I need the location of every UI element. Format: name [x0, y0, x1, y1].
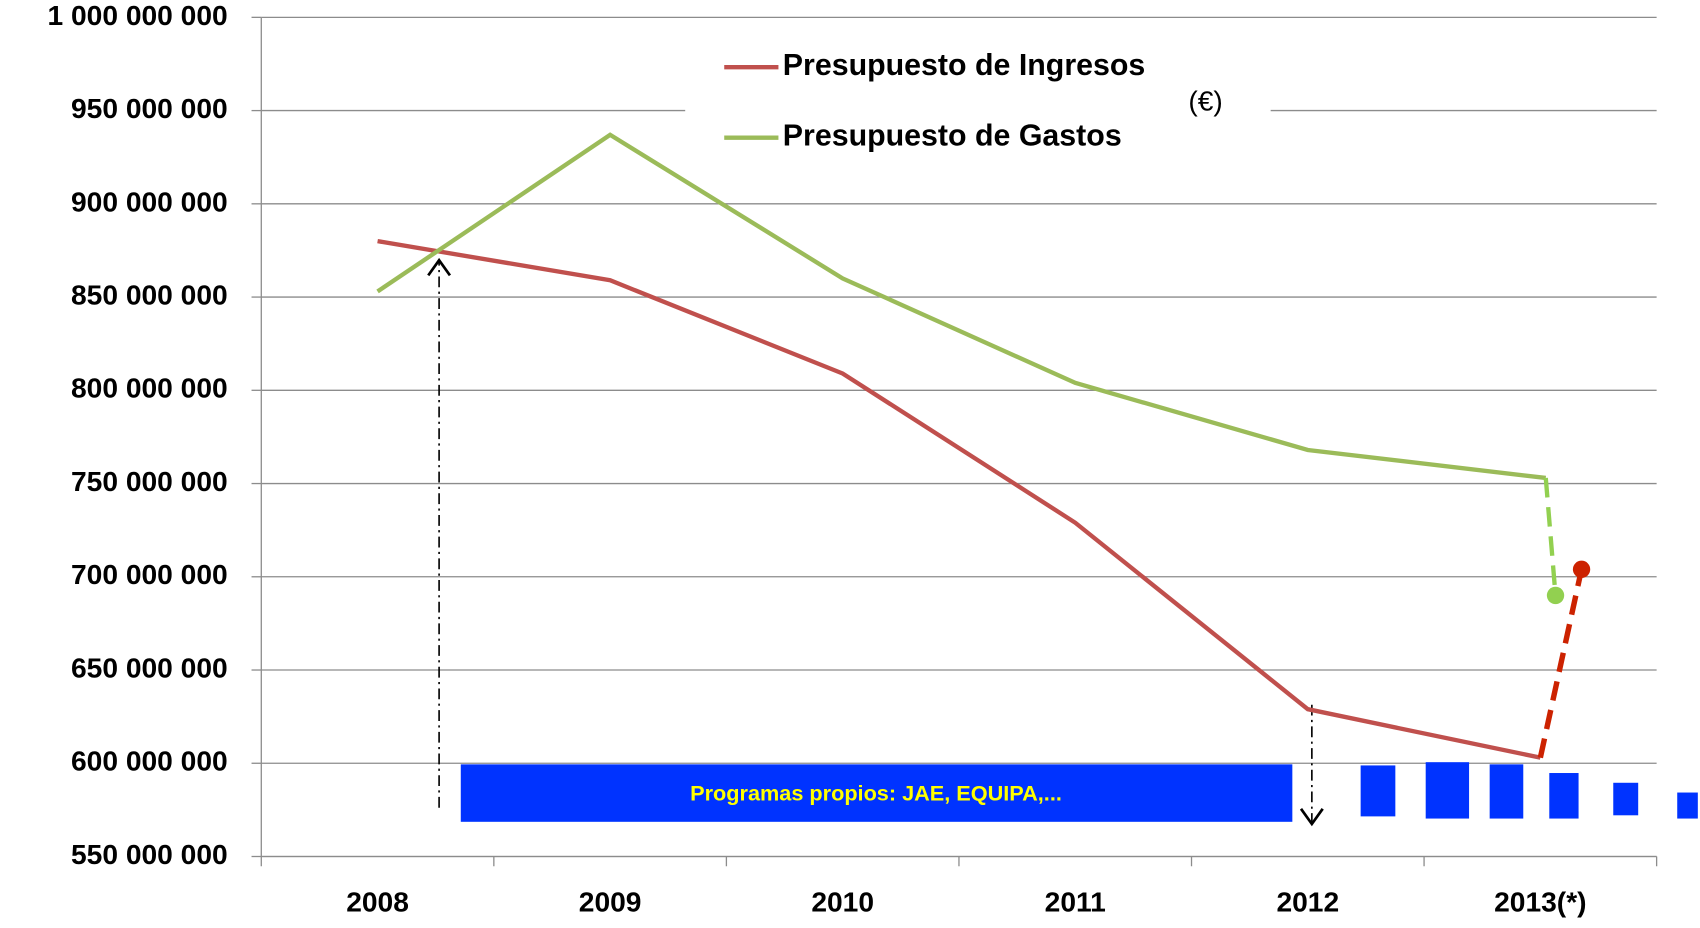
- arrow-head: [427, 257, 452, 277]
- block: [1425, 762, 1470, 819]
- unit-note: (€): [1188, 84, 1222, 116]
- legend-label: Presupuesto de Ingresos: [783, 49, 1146, 82]
- block: [1549, 773, 1579, 819]
- legend-label: Presupuesto de Gastos: [783, 120, 1122, 153]
- series: [376, 132, 1591, 760]
- block: [1489, 764, 1524, 819]
- block: [1613, 782, 1639, 816]
- y-tick-label: 800 000 000: [71, 372, 228, 404]
- plot: 550 000 000 600 000 000 650 000 000 700 000…: [48, 0, 1698, 918]
- y-tick-label: 600 000 000: [71, 745, 228, 777]
- y-tick-label: 550 000 000: [71, 838, 228, 870]
- x-tick-label: 2009: [579, 886, 642, 918]
- projection-point: [1572, 560, 1591, 578]
- y-tick-label: 650 000 000: [71, 651, 228, 683]
- x-tick-label: 2011: [1045, 886, 1106, 918]
- series-line: [376, 132, 1547, 481]
- grid: 550 000 000 600 000 000 650 000 000 700 000…: [48, 0, 1658, 918]
- legend-box: [685, 41, 1271, 176]
- y-tick-label: 950 000 000: [71, 92, 228, 124]
- x-tick-label: 2012: [1276, 886, 1339, 918]
- projection-point: [1546, 586, 1565, 605]
- y-tick-label: 900 000 000: [71, 185, 228, 217]
- y-tick-label: 750 000 000: [71, 465, 228, 497]
- banner-text: Programas propios: JAE, EQUIPA,...: [690, 780, 1062, 805]
- projection-line: [1543, 477, 1558, 596]
- block: [1360, 765, 1396, 817]
- x-tick-label: 2013(*): [1494, 886, 1586, 918]
- projection-line: [1537, 568, 1585, 759]
- legend: (€) Presupuesto de Ingresos Presupuesto d…: [685, 41, 1271, 176]
- arrow-head: [1299, 808, 1324, 827]
- banner-bar: [460, 764, 1293, 822]
- y-tick-label: 1 000 000 000: [48, 0, 228, 31]
- y-tick-label: 850 000 000: [71, 279, 228, 311]
- x-tick-label: 2010: [811, 886, 874, 918]
- decor: Programas propios: JAE, EQUIPA,...: [427, 257, 1698, 827]
- series-line: [377, 238, 1541, 760]
- block: [1677, 792, 1698, 819]
- x-tick-label: 2008: [346, 886, 409, 918]
- y-tick-label: 700 000 000: [71, 558, 228, 590]
